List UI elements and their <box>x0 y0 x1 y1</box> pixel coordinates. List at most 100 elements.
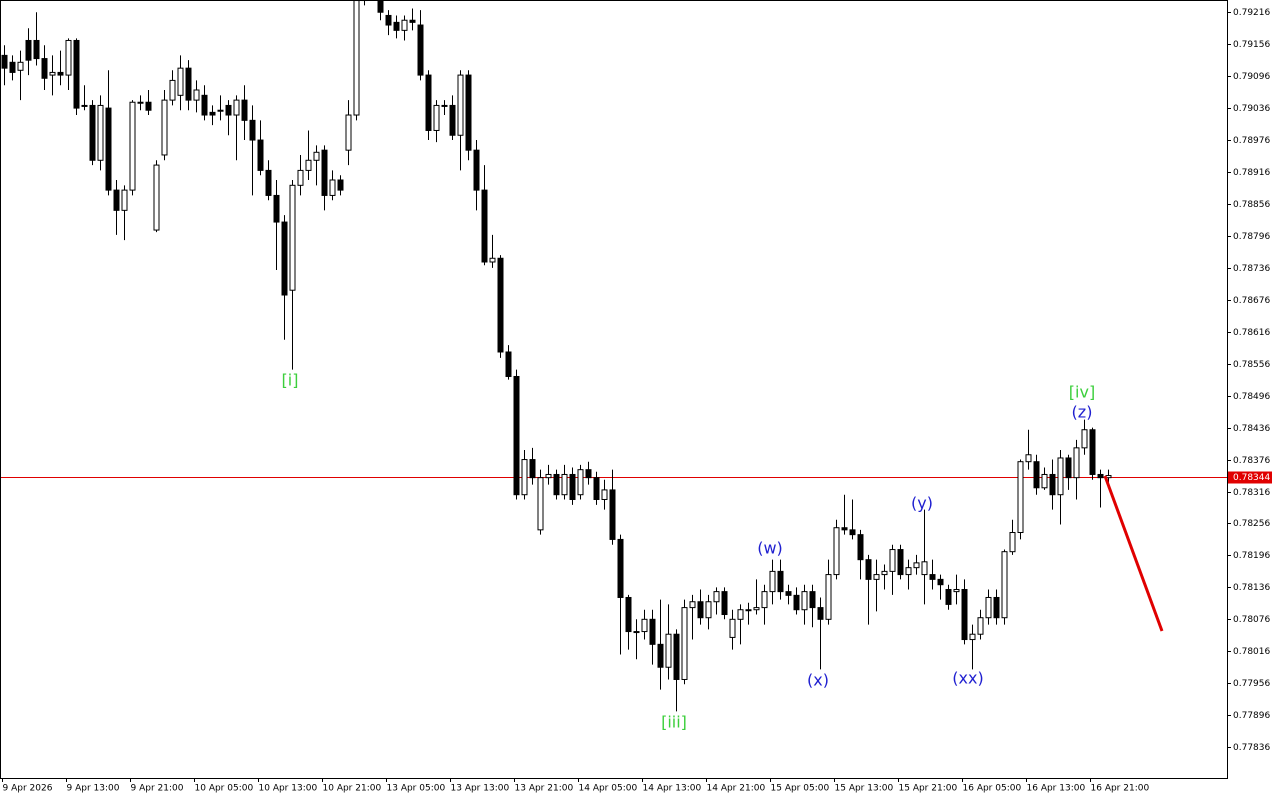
candle-body <box>377 1 384 13</box>
forecast-arrow <box>1103 475 1164 632</box>
candle-body <box>401 19 408 31</box>
candle-body <box>505 351 512 377</box>
candle-body <box>985 596 992 619</box>
x-tick-label: 16 Apr 13:00 <box>1027 784 1086 794</box>
plot-frame <box>0 0 1228 779</box>
y-tick-label: 0.78076 <box>1233 615 1270 625</box>
x-tick-label: 9 Apr 2026 <box>3 784 53 794</box>
y-tick-label: 0.77836 <box>1233 743 1270 753</box>
x-tick-label: 10 Apr 13:00 <box>259 784 318 794</box>
candle-body <box>273 194 280 223</box>
candle-body <box>905 567 912 576</box>
y-tick-label: 0.78496 <box>1233 392 1270 402</box>
candle-body <box>737 609 744 620</box>
candle-body <box>497 257 504 353</box>
candle-body <box>633 631 640 634</box>
y-tick-label: 0.78976 <box>1233 136 1270 146</box>
x-tick-label: 13 Apr 21:00 <box>515 784 574 794</box>
candle-body <box>625 596 632 633</box>
y-tick-label: 0.78736 <box>1233 264 1270 274</box>
candle-body <box>801 591 808 611</box>
candle-body <box>289 184 296 291</box>
candle-body <box>385 14 392 26</box>
candle-body <box>1 54 8 69</box>
candle-body <box>1041 473 1048 489</box>
candle-body <box>449 104 456 136</box>
wave-label: [i] <box>282 371 299 390</box>
candle-body <box>921 561 928 576</box>
candle-body <box>337 179 344 191</box>
candle-body <box>89 104 96 161</box>
candle-body <box>137 101 144 104</box>
candle-body <box>833 527 840 576</box>
candle-body <box>753 607 760 611</box>
candle-body <box>129 101 136 191</box>
candle-body <box>577 469 584 496</box>
current-price-label: 0.78344 <box>1233 473 1270 483</box>
candle-body <box>929 574 936 580</box>
candle-body <box>561 473 568 496</box>
wave-label: (x) <box>807 671 829 690</box>
current-price-box <box>1228 471 1272 484</box>
y-tick-label: 0.78616 <box>1233 328 1270 338</box>
candle-body <box>705 601 712 619</box>
candle-body <box>457 74 464 136</box>
y-tick-label: 0.78676 <box>1233 296 1270 306</box>
candle-body <box>657 643 664 668</box>
candle-body <box>9 61 16 73</box>
candle-body <box>49 71 56 76</box>
x-tick-label: 13 Apr 05:00 <box>387 784 446 794</box>
candle-body <box>729 618 736 638</box>
candle-body <box>1097 473 1104 479</box>
candle-body <box>681 607 688 680</box>
candle-body <box>281 221 288 296</box>
y-tick-label: 0.78256 <box>1233 519 1270 529</box>
candle-body <box>441 104 448 107</box>
candle-body <box>841 527 848 531</box>
candle-body <box>393 21 400 31</box>
x-tick-label: 10 Apr 21:00 <box>323 784 382 794</box>
candle-body <box>857 534 864 561</box>
candles <box>1 1 1112 712</box>
candle-body <box>745 609 752 612</box>
candle-body <box>1057 457 1064 496</box>
candle-body <box>297 169 304 186</box>
candle-body <box>553 473 560 496</box>
candle-body <box>713 591 720 603</box>
candle-body <box>73 39 80 109</box>
candle-body <box>945 588 952 605</box>
annotations: [i] [iii] [iv] (w) (x) (y) (xx) (z) <box>282 371 1096 732</box>
candle-body <box>513 375 520 496</box>
candle-body <box>201 94 208 116</box>
x-tick-label: 15 Apr 05:00 <box>771 784 830 794</box>
x-tick-label: 10 Apr 05:00 <box>195 784 254 794</box>
candle-body <box>537 477 544 531</box>
candle-body <box>881 570 888 576</box>
y-tick-label: 0.78856 <box>1233 200 1270 210</box>
candle-body <box>33 39 40 60</box>
x-tick-label: 14 Apr 21:00 <box>707 784 766 794</box>
candle-body <box>673 633 680 680</box>
candle-body <box>1017 461 1024 534</box>
candle-body <box>57 71 64 76</box>
candle-body <box>313 151 320 161</box>
candle-body <box>825 574 832 620</box>
y-tick-label: 0.79156 <box>1233 40 1270 50</box>
candle-body <box>521 459 528 496</box>
wave-label: (xx) <box>952 669 983 688</box>
candle-body <box>809 591 816 609</box>
candle-body <box>241 99 248 121</box>
candle-body <box>1049 473 1056 496</box>
x-tick-label: 13 Apr 13:00 <box>451 784 510 794</box>
candle-body <box>225 104 232 116</box>
candle-body <box>913 562 920 569</box>
y-tick-label: 0.77956 <box>1233 679 1270 689</box>
y-tick-label: 0.78016 <box>1233 647 1270 657</box>
candle-body <box>81 104 88 107</box>
candle-body <box>873 574 880 580</box>
x-tick-label: 14 Apr 05:00 <box>579 784 638 794</box>
candle-body <box>697 601 704 619</box>
candle-body <box>465 74 472 151</box>
candle-body <box>689 601 696 609</box>
